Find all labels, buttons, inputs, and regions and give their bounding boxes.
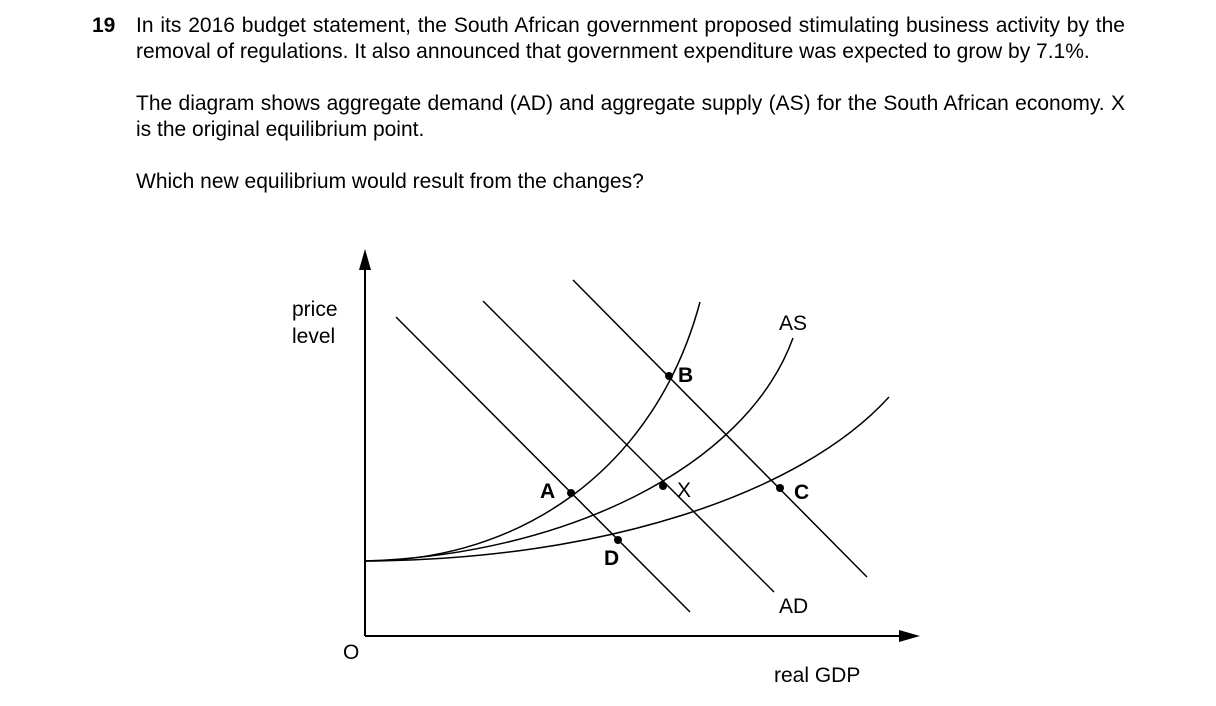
point-x-marker [659, 482, 667, 490]
x-axis-label: real GDP [774, 664, 860, 687]
point-b-label: B [678, 364, 693, 387]
point-c-marker [776, 484, 784, 492]
origin-label: O [343, 641, 359, 664]
ad-curve-label: AD [779, 595, 808, 618]
point-a-label: A [540, 480, 555, 503]
question-number: 19 [92, 14, 116, 37]
as-curve-flat [364, 396, 890, 562]
question-paragraph-diagram-description: The diagram shows aggregate demand (AD) … [136, 92, 1125, 141]
x-axis-arrowhead [899, 630, 920, 642]
ad-curve-right [572, 279, 868, 578]
y-axis-arrowhead [359, 249, 371, 270]
question-prompt: Which new equilibrium would result from … [136, 170, 644, 193]
as-curve-steep [364, 301, 701, 562]
point-d-label: D [604, 547, 619, 570]
point-d-marker [614, 536, 622, 544]
point-c-label: C [794, 481, 809, 504]
y-axis-label-level: level [292, 325, 335, 348]
point-b-marker [665, 372, 673, 380]
as-curve-original [364, 337, 794, 562]
ad-curve-left [395, 316, 691, 613]
point-a-marker [567, 489, 575, 497]
question-text: In its 2016 budget statement, the South … [136, 13, 1125, 195]
point-x-label: X [677, 479, 691, 502]
y-axis-label-price: price [292, 298, 338, 321]
ad-curve-original [482, 300, 775, 593]
as-curve-label: AS [779, 312, 807, 335]
question-paragraph-context: In its 2016 budget statement, the South … [136, 14, 1125, 63]
